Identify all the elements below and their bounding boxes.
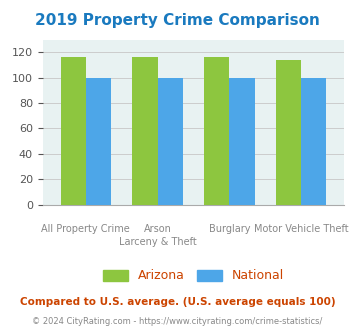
Text: 2019 Property Crime Comparison: 2019 Property Crime Comparison [35, 13, 320, 28]
Legend: Arizona, National: Arizona, National [98, 264, 289, 287]
Bar [276, 60, 301, 205]
Bar [86, 78, 111, 205]
Text: Compared to U.S. average. (U.S. average equals 100): Compared to U.S. average. (U.S. average … [20, 297, 335, 307]
Bar [229, 78, 255, 205]
Text: Arson: Arson [144, 224, 171, 234]
Bar [132, 57, 158, 205]
Text: Motor Vehicle Theft: Motor Vehicle Theft [254, 224, 349, 234]
Text: All Property Crime: All Property Crime [41, 224, 130, 234]
Text: Larceny & Theft: Larceny & Theft [119, 237, 196, 247]
Bar [61, 57, 86, 205]
Bar [204, 57, 229, 205]
Text: © 2024 CityRating.com - https://www.cityrating.com/crime-statistics/: © 2024 CityRating.com - https://www.city… [32, 317, 323, 326]
Text: Burglary: Burglary [209, 224, 250, 234]
Bar [301, 78, 326, 205]
Bar [158, 78, 183, 205]
